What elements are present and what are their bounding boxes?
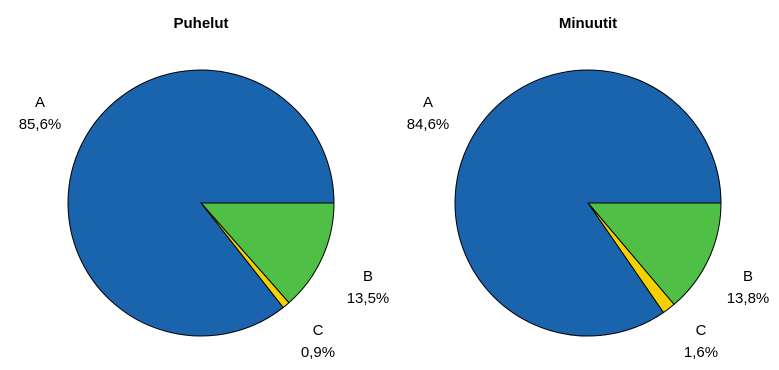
slice-label-c: C: [696, 322, 707, 339]
slice-value-a: 84,6%: [407, 116, 450, 133]
pie-slice-b: [199, 202, 335, 304]
slice-label-b: B: [363, 268, 373, 285]
chart-title: Puhelut: [174, 15, 229, 32]
slice-value-b: 13,5%: [347, 290, 390, 307]
slice-value-c: 0,9%: [301, 344, 335, 361]
pie-slice-a: [454, 69, 722, 337]
pie-chart-1: Puhelut A 85,6% B 13,5% C 0,9%: [19, 15, 390, 361]
pie-chart-2: Minuutit A 84,6% B 13,8% C 1,6%: [407, 15, 770, 361]
slice-label-c: C: [313, 322, 324, 339]
slice-value-b: 13,8%: [727, 290, 770, 307]
pie-slice-a: [67, 69, 335, 337]
slice-label-b: B: [743, 268, 753, 285]
slice-value-c: 1,6%: [684, 344, 718, 361]
chart-title: Minuutit: [559, 15, 617, 32]
slice-value-a: 85,6%: [19, 116, 62, 133]
slice-label-a: A: [423, 94, 433, 111]
slice-label-a: A: [35, 94, 45, 111]
pie-slice-b: [586, 202, 722, 306]
